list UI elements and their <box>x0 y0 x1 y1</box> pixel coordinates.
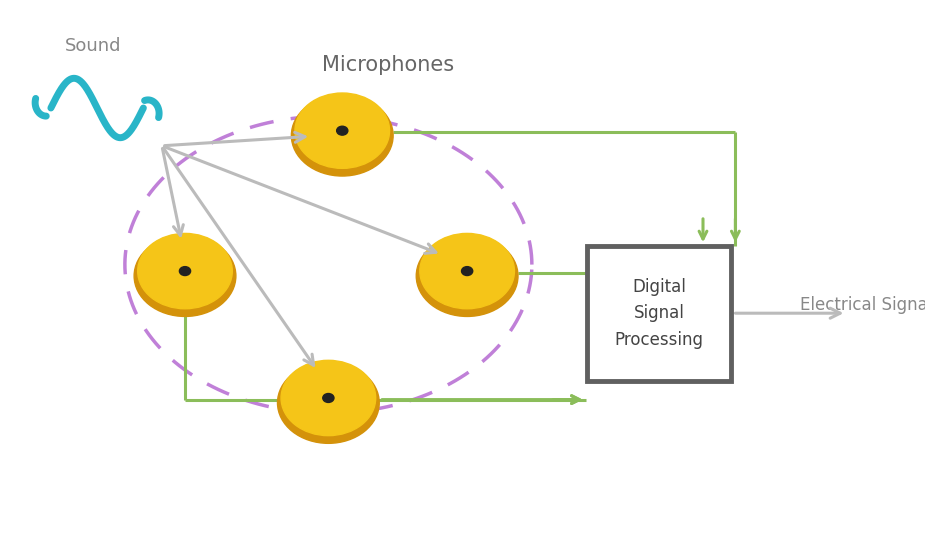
Ellipse shape <box>134 235 236 316</box>
Ellipse shape <box>291 95 393 176</box>
Ellipse shape <box>295 93 389 168</box>
Text: Sound: Sound <box>65 37 121 55</box>
Ellipse shape <box>138 233 232 309</box>
Text: Electrical Signal: Electrical Signal <box>800 296 925 314</box>
Ellipse shape <box>420 233 514 309</box>
Ellipse shape <box>323 394 334 402</box>
Ellipse shape <box>278 362 379 443</box>
FancyBboxPatch shape <box>587 246 731 381</box>
Ellipse shape <box>416 235 518 316</box>
Ellipse shape <box>337 126 348 135</box>
Ellipse shape <box>281 360 376 436</box>
Ellipse shape <box>179 267 191 275</box>
Text: Microphones: Microphones <box>323 55 454 75</box>
Ellipse shape <box>462 267 473 275</box>
Text: Digital
Signal
Processing: Digital Signal Processing <box>614 278 704 349</box>
